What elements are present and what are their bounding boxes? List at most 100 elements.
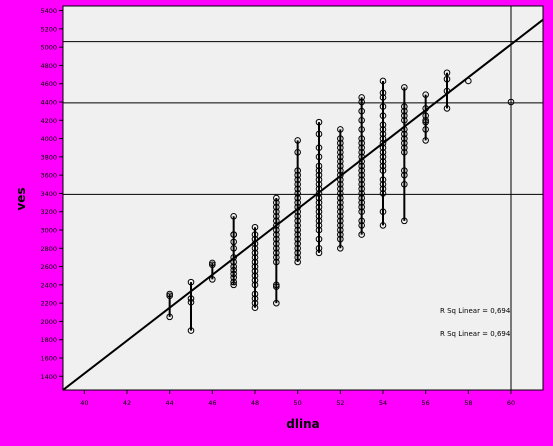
data-point-10-6 bbox=[379, 126, 387, 133]
data-point-10-2 bbox=[379, 94, 387, 101]
data-point-1-2 bbox=[187, 295, 195, 302]
data-point-8-4 bbox=[337, 148, 344, 156]
data-point-7-2 bbox=[315, 144, 323, 152]
data-point-0-0 bbox=[166, 292, 173, 300]
reference-lines bbox=[63, 6, 543, 390]
data-point-8-12 bbox=[337, 185, 344, 193]
data-point-13-0 bbox=[443, 69, 451, 77]
data-point-4-6 bbox=[251, 254, 259, 261]
data-point-5-7 bbox=[273, 226, 280, 234]
data-point-13-1 bbox=[443, 75, 451, 83]
data-point-7-3 bbox=[315, 153, 323, 161]
data-point-10-4 bbox=[379, 112, 387, 120]
data-point-7-14 bbox=[315, 208, 323, 216]
data-point-3-4 bbox=[230, 244, 237, 252]
data-point-9-2 bbox=[358, 107, 365, 115]
data-point-11-10 bbox=[401, 148, 408, 156]
x-axis-label: dlina bbox=[286, 417, 319, 431]
data-point-0-2 bbox=[166, 313, 173, 321]
data-point-9-11 bbox=[358, 162, 365, 170]
data-point-11-0 bbox=[401, 84, 408, 91]
data-point-8-24 bbox=[337, 244, 344, 252]
y-axis: 1400 1600 1800 2000 2200 2400 2600 2800 3000 3200… bbox=[40, 7, 63, 381]
x-tick-label-7: 54 bbox=[379, 399, 387, 407]
fit-line-group bbox=[62, 18, 544, 391]
y-tick-label-7: 2800 bbox=[40, 245, 57, 253]
data-point-11-1 bbox=[401, 103, 408, 110]
data-point-6-9 bbox=[294, 199, 301, 206]
data-point-3-10 bbox=[230, 274, 237, 281]
y-tick-label-18: 5000 bbox=[40, 44, 57, 52]
data-point-7-17 bbox=[315, 222, 323, 229]
data-point-6-20 bbox=[294, 249, 301, 257]
data-point-10-8 bbox=[379, 135, 387, 142]
data-point-3-12 bbox=[230, 281, 237, 289]
data-point-10-3 bbox=[379, 103, 387, 110]
x-tick-label-9: 58 bbox=[464, 399, 472, 407]
data-point-4-14 bbox=[251, 295, 259, 302]
y-tick-label-6: 2600 bbox=[40, 263, 57, 271]
data-point-9-20 bbox=[358, 203, 365, 211]
y-tick-label-12: 3800 bbox=[40, 153, 57, 161]
data-point-9-16 bbox=[358, 185, 365, 193]
data-point-5-2 bbox=[273, 203, 280, 211]
data-point-11-13 bbox=[401, 180, 408, 188]
data-point-6-12 bbox=[294, 212, 301, 220]
data-point-9-3 bbox=[358, 116, 365, 124]
data-point-7-16 bbox=[315, 217, 323, 225]
data-point-7-0 bbox=[315, 118, 323, 126]
data-point-3-0 bbox=[230, 212, 237, 220]
data-point-5-14 bbox=[273, 258, 280, 266]
data-point-6-13 bbox=[294, 217, 301, 225]
data-points bbox=[166, 69, 515, 334]
data-point-9-12 bbox=[358, 167, 365, 174]
y-axis-label: ves bbox=[14, 187, 28, 210]
data-point-0-1 bbox=[166, 290, 173, 298]
data-point-4-1 bbox=[251, 231, 259, 238]
data-point-1-0 bbox=[187, 278, 195, 286]
data-point-2-2 bbox=[209, 259, 216, 267]
y-tick-label-13: 4000 bbox=[40, 135, 57, 143]
data-point-4-8 bbox=[251, 263, 259, 270]
data-point-7-4 bbox=[315, 162, 323, 170]
x-axis: 40 42 44 46 48 50 52 54 56 58 60 bbox=[80, 390, 515, 407]
y-tick-label-11: 3600 bbox=[40, 172, 57, 180]
data-point-9-14 bbox=[358, 176, 365, 184]
data-point-4-0 bbox=[251, 223, 259, 231]
data-point-8-18 bbox=[337, 212, 344, 220]
y-tick-label-17: 4800 bbox=[40, 62, 57, 70]
data-point-12-2 bbox=[422, 112, 429, 120]
data-point-6-17 bbox=[294, 235, 301, 243]
data-point-9-4 bbox=[358, 126, 365, 133]
data-point-8-5 bbox=[337, 153, 344, 161]
data-point-8-14 bbox=[337, 194, 344, 202]
data-point-8-17 bbox=[337, 208, 344, 216]
data-point-7-6 bbox=[315, 171, 323, 179]
data-point-10-1 bbox=[379, 89, 387, 97]
data-point-8-21 bbox=[337, 226, 344, 234]
data-point-3-11 bbox=[230, 278, 237, 286]
data-point-11-8 bbox=[401, 139, 408, 147]
data-point-7-5 bbox=[315, 167, 323, 174]
data-point-4-10 bbox=[251, 272, 259, 280]
data-point-4-15 bbox=[251, 299, 259, 307]
data-point-7-13 bbox=[315, 203, 323, 211]
y-tick-label-5: 2400 bbox=[40, 281, 57, 289]
data-point-5-13 bbox=[273, 254, 280, 261]
data-point-7-15 bbox=[315, 212, 323, 220]
data-point-5-8 bbox=[273, 231, 280, 238]
data-point-6-15 bbox=[294, 226, 301, 234]
data-point-10-17 bbox=[379, 180, 387, 188]
data-point-5-10 bbox=[273, 240, 280, 248]
data-point-9-7 bbox=[358, 144, 365, 152]
data-point-6-8 bbox=[294, 194, 301, 202]
data-point-7-18 bbox=[315, 226, 323, 234]
data-point-10-12 bbox=[379, 153, 387, 161]
data-point-8-11 bbox=[337, 180, 344, 188]
data-point-6-19 bbox=[294, 244, 301, 252]
x-tick-label-1: 42 bbox=[123, 399, 131, 407]
data-point-5-3 bbox=[273, 208, 280, 216]
data-point-9-18 bbox=[358, 194, 365, 202]
data-point-10-21 bbox=[379, 222, 387, 229]
